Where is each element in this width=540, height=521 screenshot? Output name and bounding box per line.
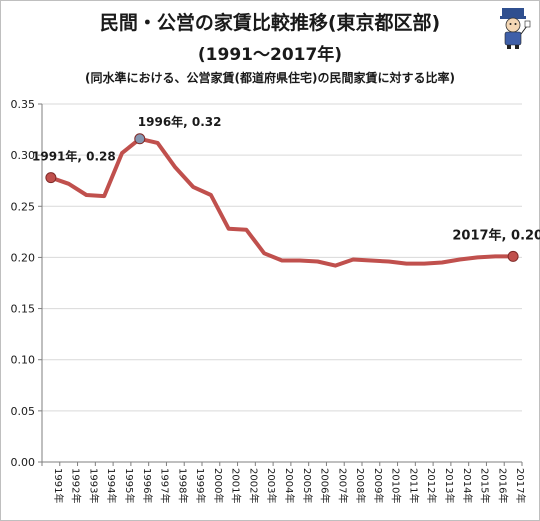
x-tick-label: 1993年 bbox=[87, 468, 100, 503]
x-tick-label: 2002年 bbox=[247, 468, 260, 503]
y-tick-label: 0.00 bbox=[11, 456, 36, 469]
x-tick-label: 2009年 bbox=[372, 468, 385, 503]
x-tick-label: 2011年 bbox=[407, 468, 420, 503]
y-tick-label: 0.15 bbox=[11, 303, 36, 316]
y-tick-label: 0.25 bbox=[11, 200, 36, 213]
series-markers bbox=[45, 133, 519, 262]
x-tick-label: 1998年 bbox=[176, 468, 189, 503]
x-tick-label: 2004年 bbox=[283, 468, 296, 503]
x-tick-label: 1991年 bbox=[52, 468, 65, 503]
axes bbox=[38, 103, 523, 466]
x-tick-label: 2006年 bbox=[319, 468, 332, 503]
x-tick-label: 2017年 bbox=[514, 468, 527, 503]
x-tick-label: 1992年 bbox=[70, 468, 83, 503]
y-tick-label: 0.10 bbox=[11, 354, 36, 367]
series-line bbox=[48, 136, 516, 268]
data-label: 1991年, 0.28 bbox=[32, 149, 116, 164]
x-tick-label: 2014年 bbox=[461, 468, 474, 503]
mascot-icon bbox=[500, 8, 531, 49]
x-axis-ticks: 1991年 1992年 1993年 1994年 1995年 1996年 1997年 1998年… bbox=[52, 468, 527, 503]
x-tick-label: 1996年 bbox=[141, 468, 154, 503]
x-tick-label: 2003年 bbox=[265, 468, 278, 503]
x-tick-label: 2016年 bbox=[496, 468, 509, 503]
data-point-marker bbox=[45, 172, 57, 184]
series-polyline bbox=[48, 136, 516, 268]
x-tick-label: 2007年 bbox=[336, 468, 349, 503]
data-point-marker bbox=[134, 133, 146, 145]
x-tick-label: 1999年 bbox=[194, 468, 207, 503]
data-point-marker bbox=[507, 250, 519, 262]
chart-note: (同水準における、公営家賃(都道府県住宅)の民間家賃に対する比率) bbox=[85, 71, 455, 85]
x-tick-label: 2000年 bbox=[212, 468, 225, 503]
x-tick-label: 1994年 bbox=[105, 468, 118, 503]
y-tick-label: 0.20 bbox=[11, 251, 36, 264]
x-tick-label: 2008年 bbox=[354, 468, 367, 503]
x-tick-label: 2013年 bbox=[443, 468, 456, 503]
y-tick-label: 0.30 bbox=[11, 149, 36, 162]
x-tick-label: 1997年 bbox=[159, 468, 172, 503]
y-axis-ticks: 0.00 0.05 0.10 0.15 0.20 0.25 0.30 0.35 bbox=[11, 98, 36, 469]
y-tick-label: 0.35 bbox=[11, 98, 36, 111]
data-label: 2017年, 0.20 bbox=[452, 227, 540, 243]
chart-title: 民間・公営の家賃比較推移(東京都区部) bbox=[99, 12, 441, 34]
x-tick-label: 2005年 bbox=[301, 468, 314, 503]
chart-subtitle: (1991～2017年) bbox=[197, 45, 343, 65]
x-tick-label: 2015年 bbox=[479, 468, 492, 503]
x-tick-label: 2010年 bbox=[390, 468, 403, 503]
x-tick-label: 2001年 bbox=[230, 468, 243, 503]
annotations: 1991年, 0.28 1996年, 0.32 2017年, 0.20 bbox=[32, 114, 540, 244]
x-tick-label: 1995年 bbox=[123, 468, 136, 503]
x-tick-label: 2012年 bbox=[425, 468, 438, 503]
y-tick-label: 0.05 bbox=[11, 405, 36, 418]
data-label: 1996年, 0.32 bbox=[138, 114, 222, 129]
